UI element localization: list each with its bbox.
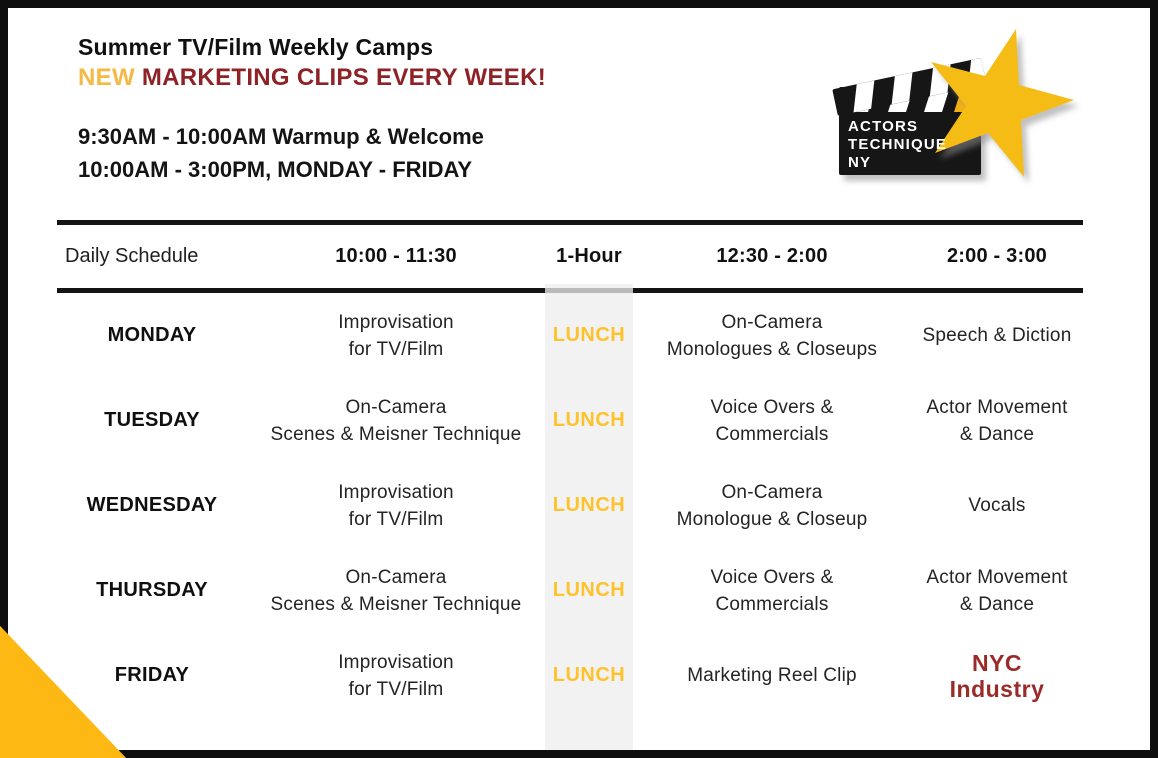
- lunch-badge: LUNCH: [552, 409, 626, 431]
- activity-slot3: Speech & Diction: [922, 325, 1072, 346]
- frame-border-bottom: [0, 750, 1158, 758]
- lunch-badge: LUNCH: [552, 664, 626, 686]
- divider-lunch-overlay: [545, 288, 633, 293]
- activity-slot2: Voice Overs & Commercials: [710, 396, 834, 445]
- table-row-thursday: THURSDAY On-Camera Scenes & Meisner Tech…: [57, 548, 1083, 633]
- lunch-badge: LUNCH: [552, 324, 626, 346]
- logo-text-technique: TECHNIQUE: [848, 136, 947, 153]
- activity-slot1: Improvisation for TV/Film: [338, 311, 454, 360]
- clapperboard-star-icon: ACTORS TECHNIQUE NY: [832, 29, 1074, 177]
- table-row-tuesday: TUESDAY On-Camera Scenes & Meisner Techn…: [57, 378, 1083, 463]
- table-row-monday: MONDAY Improvisation for TV/Film LUNCH O…: [57, 293, 1083, 378]
- header-slot2-time: 12:30 - 2:00: [716, 245, 828, 267]
- schedule-line-daily: 10:00AM - 3:00PM, MONDAY - FRIDAY: [78, 157, 473, 182]
- header-slot3-time: 2:00 - 3:00: [946, 245, 1048, 267]
- day-label: TUESDAY: [104, 409, 200, 431]
- frame-border-top: [0, 0, 1158, 8]
- day-label: THURSDAY: [96, 579, 208, 601]
- frame-border-left: [0, 0, 8, 758]
- activity-slot3: Actor Movement & Dance: [926, 566, 1068, 615]
- table-row-friday: FRIDAY Improvisation for TV/Film LUNCH M…: [57, 633, 1083, 718]
- header-lunch-duration: 1-Hour: [556, 245, 622, 267]
- schedule-times: 9:30AM - 10:00AM Warmup & Welcome 10:00A…: [78, 120, 546, 186]
- table-row-wednesday: WEDNESDAY Improvisation for TV/Film LUNC…: [57, 463, 1083, 548]
- activity-slot2: On-Camera Monologues & Closeups: [666, 311, 878, 360]
- subtitle-marketing-text: MARKETING CLIPS EVERY WEEK!: [141, 64, 547, 91]
- nyc-industry-label: NYC Industry: [949, 649, 1045, 702]
- lunch-badge: LUNCH: [552, 494, 626, 516]
- header-daily-schedule: Daily Schedule: [65, 245, 199, 267]
- activity-slot1: On-Camera Scenes & Meisner Technique: [270, 396, 522, 445]
- activity-slot3: Actor Movement & Dance: [926, 396, 1068, 445]
- activity-slot2: Voice Overs & Commercials: [710, 566, 834, 615]
- subtitle-highlight-new: NEW: [78, 64, 135, 91]
- logo-text-actors: ACTORS: [848, 118, 918, 135]
- activity-slot1: Improvisation for TV/Film: [338, 651, 454, 700]
- frame-border-right: [1150, 0, 1158, 758]
- lunch-column-background: [545, 284, 633, 750]
- star-icon: [931, 29, 1074, 177]
- table-top-divider: [57, 220, 1083, 225]
- activity-slot1: On-Camera Scenes & Meisner Technique: [270, 566, 522, 615]
- lunch-badge: LUNCH: [552, 579, 626, 601]
- activity-slot3: Vocals: [968, 495, 1026, 516]
- activity-slot2: On-Camera Monologue & Closeup: [676, 481, 868, 530]
- activity-slot1: Improvisation for TV/Film: [338, 481, 454, 530]
- page-subtitle: NEW MARKETING CLIPS EVERY WEEK!: [78, 62, 546, 94]
- header-slot1-time: 10:00 - 11:30: [335, 245, 457, 267]
- header-block: Summer TV/Film Weekly Camps NEW MARKETIN…: [78, 32, 546, 186]
- schedule-line-warmup: 9:30AM - 10:00AM Warmup & Welcome: [78, 124, 484, 149]
- day-label: MONDAY: [107, 324, 197, 346]
- activity-slot2: Marketing Reel Clip: [687, 665, 857, 686]
- schedule-table-header: Daily Schedule 10:00 - 11:30 1-Hour 12:3…: [57, 225, 1083, 288]
- corner-triangle-overlay: [0, 626, 126, 758]
- day-label: WEDNESDAY: [86, 494, 218, 516]
- actors-technique-ny-logo: ACTORS TECHNIQUE NY: [824, 24, 1086, 201]
- page-title: Summer TV/Film Weekly Camps: [78, 34, 434, 60]
- logo-text-ny: NY: [848, 154, 871, 171]
- day-label: FRIDAY: [114, 664, 190, 686]
